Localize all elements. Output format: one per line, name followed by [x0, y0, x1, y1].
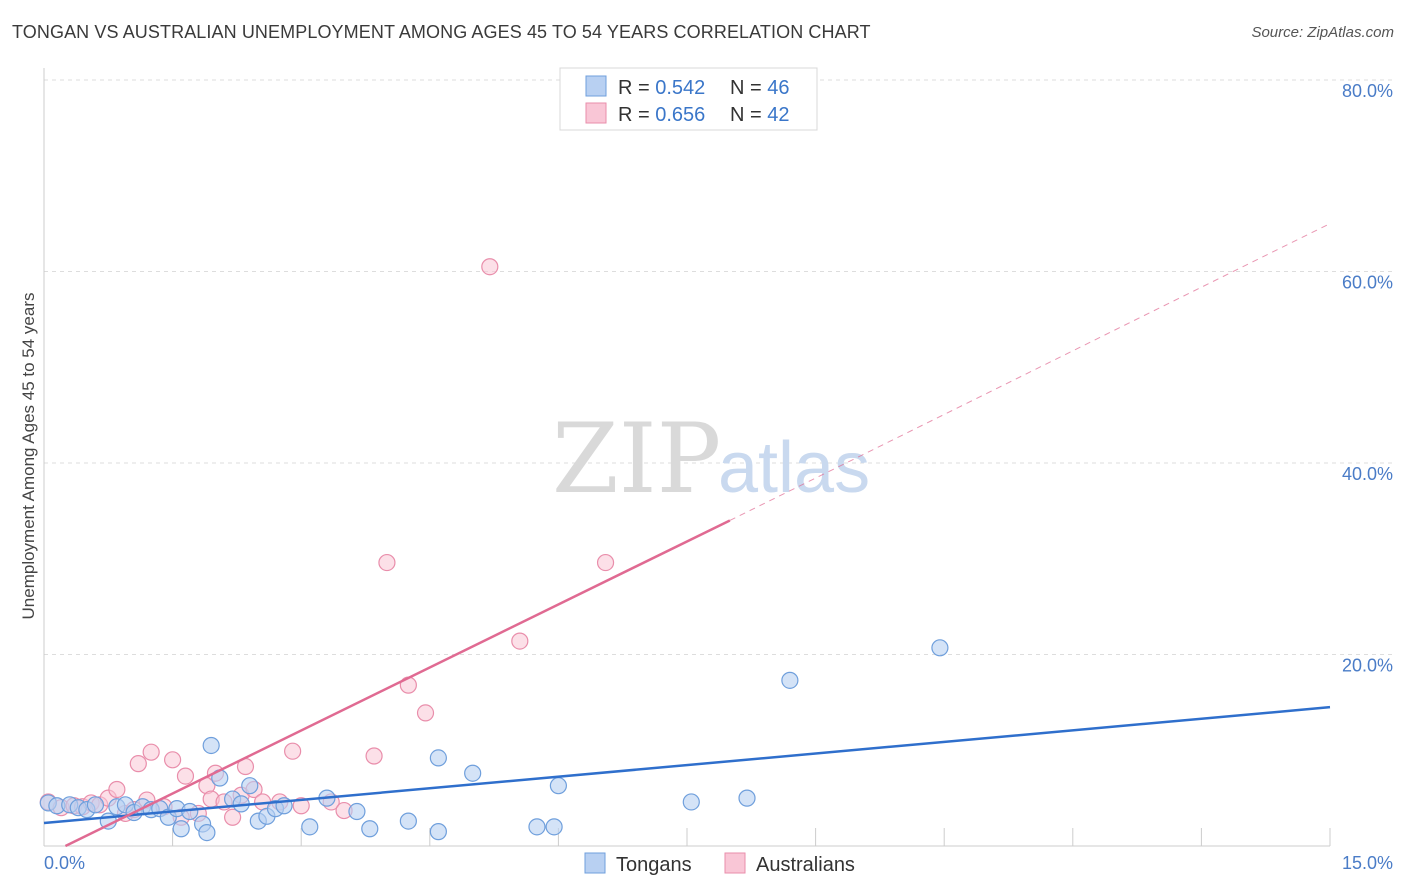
tongans-point — [198, 823, 216, 842]
svg-text:R = 0.542: R = 0.542 — [618, 77, 705, 99]
tongans-point — [241, 777, 259, 795]
tongans-point — [429, 823, 447, 841]
legend-r-value-1: 0.542 — [655, 77, 705, 99]
tongans-point — [545, 818, 563, 836]
australians-point — [129, 755, 147, 773]
bottom-legend-swatch-australians — [724, 852, 746, 874]
australians-point — [511, 632, 529, 650]
svg-text:R = 0.656: R = 0.656 — [618, 104, 705, 126]
watermark-zip: ZIP — [552, 403, 721, 515]
legend-r-label-1: R = — [618, 77, 655, 99]
tongans-point — [781, 671, 799, 689]
tongans-trend-line — [43, 705, 1331, 825]
watermark: ZIP atlas — [552, 403, 870, 515]
x-tick-label: 0.0% — [44, 853, 85, 873]
australians-point — [284, 742, 302, 760]
bottom-legend-tongans: Tongans — [616, 854, 692, 876]
australians-point — [365, 747, 383, 765]
legend-swatch-australians — [585, 102, 607, 124]
australians-point — [596, 553, 615, 572]
trend-lines — [43, 223, 1331, 848]
x-ticks: 0.0% 15.0% — [44, 853, 1393, 873]
bottom-legend: Tongans Australians — [584, 852, 855, 876]
tongans-point — [172, 820, 190, 838]
y-ticks: 20.0% 40.0% 60.0% 80.0% — [1342, 81, 1393, 676]
australians-point — [416, 704, 435, 722]
bottom-legend-swatch-tongans — [584, 852, 606, 874]
source-label: Source: ZipAtlas.com — [1251, 24, 1394, 41]
australians-point — [176, 767, 195, 785]
legend-n-label-1: N = — [730, 77, 767, 99]
y-tick-label: 40.0% — [1342, 464, 1393, 484]
australians-trend-extension — [729, 223, 1331, 521]
legend-n-value-1: 46 — [767, 77, 789, 99]
watermark-atlas: atlas — [718, 428, 870, 508]
tongans-point — [682, 793, 700, 811]
tongans-point — [429, 749, 447, 767]
legend-n-value-2: 42 — [767, 104, 789, 126]
tongans-point — [399, 812, 417, 830]
legend-r-value-2: 0.656 — [655, 104, 705, 126]
australians-point — [108, 780, 126, 799]
legend-swatch-tongans — [585, 75, 607, 97]
tongans-point — [464, 764, 482, 782]
tongans-point — [931, 639, 949, 657]
bottom-legend-australians: Australians — [756, 854, 855, 876]
tongans-point — [738, 789, 756, 807]
y-tick-label: 20.0% — [1342, 656, 1393, 676]
tongans-point — [202, 736, 220, 755]
y-tick-label: 60.0% — [1342, 273, 1393, 293]
tongans-point — [528, 818, 546, 836]
tongans-point — [361, 820, 379, 838]
axes — [43, 68, 1331, 847]
x-tick-label: 15.0% — [1342, 853, 1393, 873]
australians-point — [224, 808, 242, 826]
legend-n-label-2: N = — [730, 104, 767, 126]
australians-point — [378, 553, 396, 572]
tongans-point — [348, 802, 366, 821]
chart-title: TONGAN VS AUSTRALIAN UNEMPLOYMENT AMONG … — [12, 22, 871, 42]
svg-text:N = 42: N = 42 — [730, 104, 790, 126]
legend-r-label-2: R = — [618, 104, 655, 126]
svg-text:N = 46: N = 46 — [730, 77, 790, 99]
y-axis-label: Unemployment Among Ages 45 to 54 years — [19, 293, 38, 620]
australians-trend-line — [64, 519, 731, 848]
australians-point — [142, 743, 160, 761]
australians-point — [164, 751, 182, 769]
tongans-point — [301, 818, 319, 836]
australians-point — [481, 258, 499, 276]
australians-points — [39, 258, 615, 826]
y-tick-label: 80.0% — [1342, 81, 1393, 101]
grid — [44, 79, 1392, 655]
legend: R = 0.542 N = 46 R = 0.656 N = 42 — [559, 67, 818, 131]
australians-point — [292, 797, 310, 815]
tongans-point — [549, 777, 568, 795]
tongans-point — [86, 796, 105, 814]
